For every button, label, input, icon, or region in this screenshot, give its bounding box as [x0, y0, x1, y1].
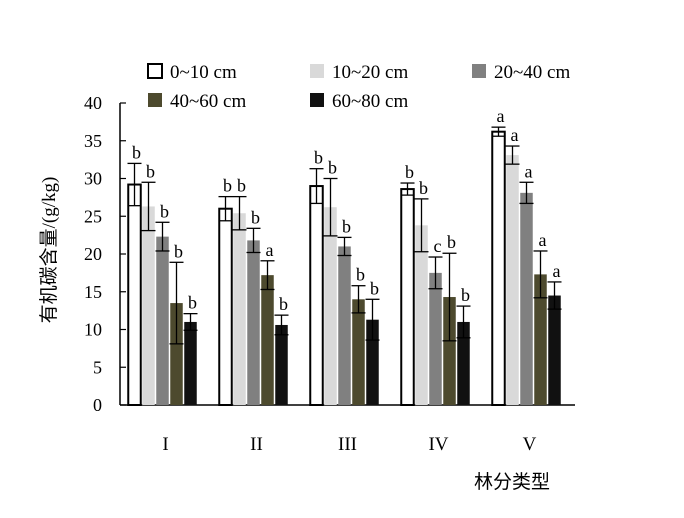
legend-swatch	[148, 93, 162, 107]
bar	[520, 192, 533, 405]
bar	[443, 297, 456, 405]
bar	[233, 213, 246, 405]
bar	[309, 185, 324, 406]
legend-swatch	[472, 64, 486, 78]
significance-label: b	[132, 142, 141, 162]
y-tick-label: 40	[84, 93, 102, 113]
bar	[261, 275, 274, 405]
legend-label: 60~80 cm	[332, 91, 408, 112]
significance-label: c	[434, 236, 442, 256]
significance-label: a	[525, 161, 533, 181]
significance-label: b	[188, 293, 197, 313]
significance-label: a	[553, 261, 561, 281]
significance-label: b	[447, 232, 456, 252]
significance-label: b	[160, 201, 169, 221]
significance-label: b	[237, 176, 246, 196]
bar	[491, 130, 506, 406]
significance-label: a	[266, 240, 274, 260]
y-tick-label: 25	[84, 206, 102, 226]
significance-label: b	[314, 148, 323, 168]
bar	[366, 319, 379, 405]
bar	[429, 272, 442, 405]
significance-label: b	[223, 176, 232, 196]
significance-label: b	[419, 178, 428, 198]
significance-label: a	[539, 230, 547, 250]
y-tick-label: 20	[84, 244, 102, 264]
legend: 0~10 cm 10~20 cm 20~40 cm 40~60 cm 60~80 cm	[147, 62, 570, 112]
y-tick-label: 0	[93, 395, 102, 415]
y-tick-label: 5	[93, 357, 102, 377]
significance-label: b	[174, 241, 183, 261]
legend-label: 10~20 cm	[332, 62, 408, 83]
y-axis: 0 5 10 15 20 25 30 35 40	[84, 93, 126, 415]
x-axis-label: 林分类型	[474, 471, 550, 493]
y-tick-label: 35	[84, 131, 102, 151]
bar	[275, 324, 288, 405]
significance-label: b	[342, 216, 351, 236]
bar	[338, 246, 351, 405]
y-tick-label: 30	[84, 169, 102, 189]
x-axis: I II III IV V	[120, 404, 575, 455]
y-axis-label: 有机碳含量/(g/kg)	[38, 177, 60, 324]
significance-label: b	[279, 294, 288, 314]
bar	[127, 183, 142, 406]
significance-label: b	[370, 278, 379, 298]
legend-swatch	[310, 64, 324, 78]
significance-label: b	[405, 162, 414, 182]
bar	[156, 236, 169, 405]
bar	[218, 207, 233, 406]
bar	[506, 155, 519, 405]
significance-label: a	[497, 106, 505, 126]
x-tick-label: I	[162, 434, 168, 455]
bar	[548, 295, 561, 405]
x-tick-label: III	[338, 434, 357, 455]
legend-label: 40~60 cm	[170, 91, 246, 112]
bar	[415, 225, 428, 405]
bar	[400, 188, 415, 406]
significance-label: a	[511, 125, 519, 145]
y-tick-label: 15	[84, 282, 102, 302]
bar	[170, 303, 183, 405]
significance-label: b	[461, 285, 470, 305]
significance-label: b	[251, 207, 260, 227]
legend-label: 20~40 cm	[494, 62, 570, 83]
legend-label: 0~10 cm	[170, 62, 237, 83]
x-tick-label: V	[523, 434, 537, 455]
x-tick-label: IV	[428, 434, 448, 455]
significance-label: b	[356, 265, 365, 285]
y-tick-label: 10	[84, 320, 102, 340]
legend-swatch	[147, 63, 163, 79]
bar	[457, 321, 470, 405]
bar	[247, 240, 260, 405]
significance-label: b	[146, 161, 155, 181]
legend-swatch	[310, 93, 324, 107]
bar	[324, 207, 337, 405]
x-tick-label: II	[250, 434, 263, 455]
bar	[142, 206, 155, 405]
bar	[352, 299, 365, 405]
bar	[534, 274, 547, 405]
significance-label: b	[328, 158, 337, 178]
bar	[184, 321, 197, 405]
